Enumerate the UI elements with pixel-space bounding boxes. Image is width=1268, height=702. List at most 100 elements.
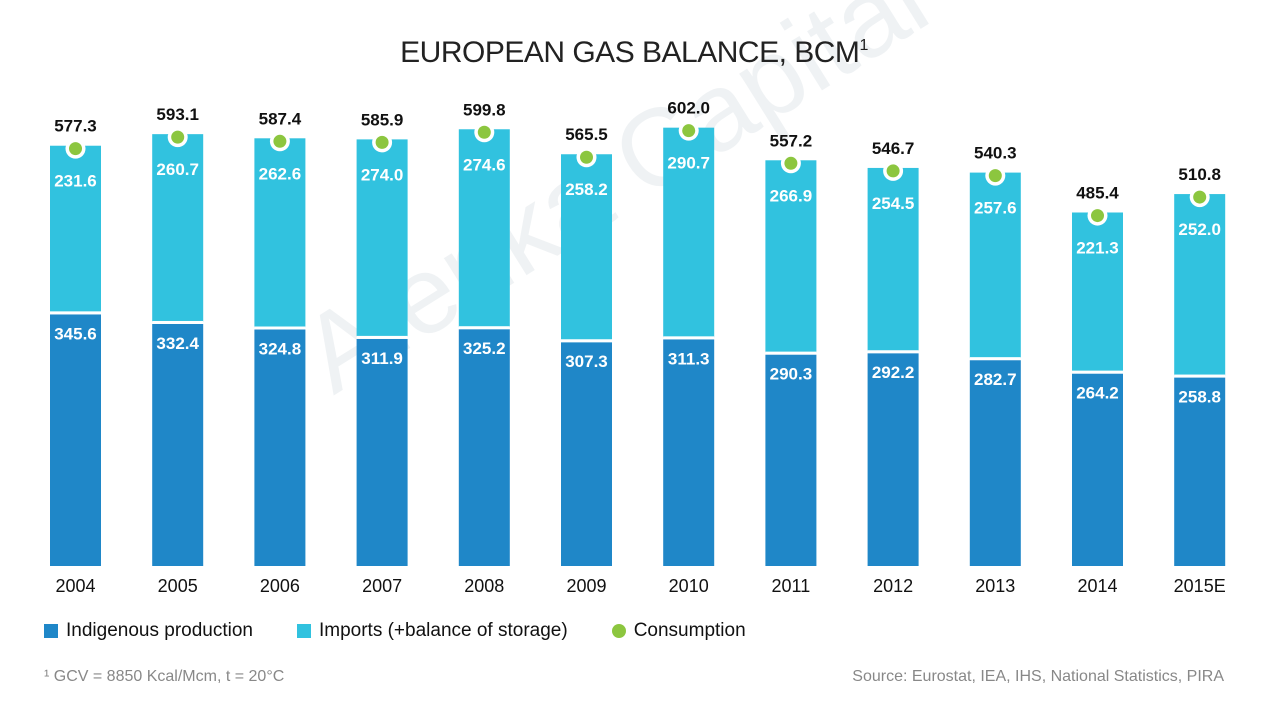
x-tick-label: 2013 xyxy=(975,576,1015,596)
legend: Indigenous production Imports (+balance … xyxy=(44,620,790,642)
consumption-marker xyxy=(1091,209,1104,223)
bar-imports xyxy=(765,160,817,353)
label-production: 325.2 xyxy=(463,339,506,358)
legend-label-imports: Imports (+balance of storage) xyxy=(318,620,568,641)
bar-production xyxy=(458,329,510,566)
bar-separator xyxy=(152,320,204,324)
label-production: 307.3 xyxy=(565,352,608,371)
label-production: 282.7 xyxy=(974,370,1017,389)
bar-production xyxy=(561,342,612,566)
bar-imports xyxy=(1174,194,1226,376)
label-consumption: 585.9 xyxy=(361,110,404,129)
x-tick-label: 2012 xyxy=(873,576,913,596)
bar-imports xyxy=(663,127,715,338)
label-production: 345.6 xyxy=(54,324,97,343)
bar-separator xyxy=(969,357,1021,361)
bar-imports xyxy=(152,134,204,322)
consumption-marker xyxy=(477,125,491,139)
bar-separator xyxy=(458,326,510,330)
label-consumption: 540.3 xyxy=(974,144,1017,163)
label-production: 311.9 xyxy=(361,349,403,368)
consumption-marker xyxy=(580,150,593,164)
label-consumption: 587.4 xyxy=(259,109,302,128)
label-imports: 290.7 xyxy=(667,154,710,173)
bar-production xyxy=(663,339,715,566)
x-tick-label: 2005 xyxy=(158,576,198,596)
bar-production xyxy=(254,329,306,566)
consumption-marker xyxy=(988,169,1002,183)
chart-title-text: EUROPEAN GAS BALANCE, BCM xyxy=(400,36,859,69)
bar-production xyxy=(765,354,817,566)
label-imports: 274.6 xyxy=(463,155,506,174)
label-imports: 258.2 xyxy=(565,180,608,199)
legend-item-production: Indigenous production xyxy=(44,620,253,642)
bar-production xyxy=(867,353,919,566)
bar-imports xyxy=(356,139,408,337)
bar-imports xyxy=(458,129,510,328)
bar-separator xyxy=(254,326,306,330)
source-note: Source: Eurostat, IEA, IHS, National Sta… xyxy=(852,668,1224,685)
label-imports: 274.0 xyxy=(361,165,404,184)
legend-dot-consumption xyxy=(611,624,626,638)
label-imports: 262.6 xyxy=(259,164,302,183)
x-tick-label: 2009 xyxy=(566,576,606,596)
bar-imports xyxy=(561,154,612,341)
label-consumption: 510.8 xyxy=(1178,165,1221,184)
bar-imports xyxy=(1072,212,1123,372)
label-production: 332.4 xyxy=(156,334,199,353)
label-consumption: 557.2 xyxy=(770,131,813,150)
consumption-marker xyxy=(375,135,389,149)
label-imports: 260.7 xyxy=(156,160,199,179)
label-production: 311.3 xyxy=(668,349,710,368)
legend-label-consumption: Consumption xyxy=(633,620,746,641)
label-imports: 221.3 xyxy=(1076,238,1119,257)
footnote: ¹ GCV = 8850 Kcal/Mcm, t = 20°C xyxy=(44,668,285,685)
legend-swatch-imports xyxy=(296,624,311,638)
bar-imports xyxy=(969,172,1021,359)
label-production: 290.3 xyxy=(770,365,813,384)
x-tick-label: 2010 xyxy=(669,576,709,596)
bar-production xyxy=(1072,373,1123,566)
label-production: 258.8 xyxy=(1178,388,1221,407)
bar-imports xyxy=(867,167,919,352)
bar-imports xyxy=(50,145,101,313)
bar-separator xyxy=(561,339,612,343)
label-imports: 266.9 xyxy=(770,186,813,205)
label-consumption: 565.5 xyxy=(565,125,608,144)
chart-title: EUROPEAN GAS BALANCE, BCM1 xyxy=(400,36,868,69)
bar-production xyxy=(152,323,204,566)
consumption-marker xyxy=(171,130,185,144)
label-imports: 252.0 xyxy=(1178,220,1221,239)
label-production: 292.2 xyxy=(872,363,915,382)
x-tick-label: 2015E xyxy=(1174,576,1226,596)
label-consumption: 599.8 xyxy=(463,100,506,119)
consumption-marker xyxy=(682,124,696,138)
label-consumption: 602.0 xyxy=(667,99,710,118)
x-tick-label: 2007 xyxy=(362,576,402,596)
label-consumption: 485.4 xyxy=(1076,184,1119,203)
bar-separator xyxy=(356,335,408,339)
bar-separator xyxy=(663,336,715,340)
legend-item-imports: Imports (+balance of storage) xyxy=(296,620,568,642)
bar-production xyxy=(969,360,1021,566)
bar-separator xyxy=(765,351,817,355)
consumption-marker xyxy=(1193,190,1207,204)
x-tick-label: 2011 xyxy=(772,576,811,596)
label-production: 324.8 xyxy=(259,340,302,359)
bar-production xyxy=(50,314,101,566)
label-production: 264.2 xyxy=(1076,384,1119,403)
bar-production xyxy=(1174,377,1226,566)
legend-label-production: Indigenous production xyxy=(66,620,253,641)
label-imports: 254.5 xyxy=(872,194,915,213)
legend-swatch-production xyxy=(44,624,58,638)
label-consumption: 577.3 xyxy=(54,117,97,136)
x-tick-label: 2014 xyxy=(1077,576,1117,596)
x-tick-label: 2008 xyxy=(464,576,504,596)
x-tick-label: 2006 xyxy=(260,576,300,596)
consumption-marker xyxy=(69,142,82,156)
label-consumption: 593.1 xyxy=(156,105,199,124)
legend-item-consumption: Consumption xyxy=(611,620,746,642)
label-consumption: 546.7 xyxy=(872,139,915,158)
bar-separator xyxy=(1174,374,1226,378)
